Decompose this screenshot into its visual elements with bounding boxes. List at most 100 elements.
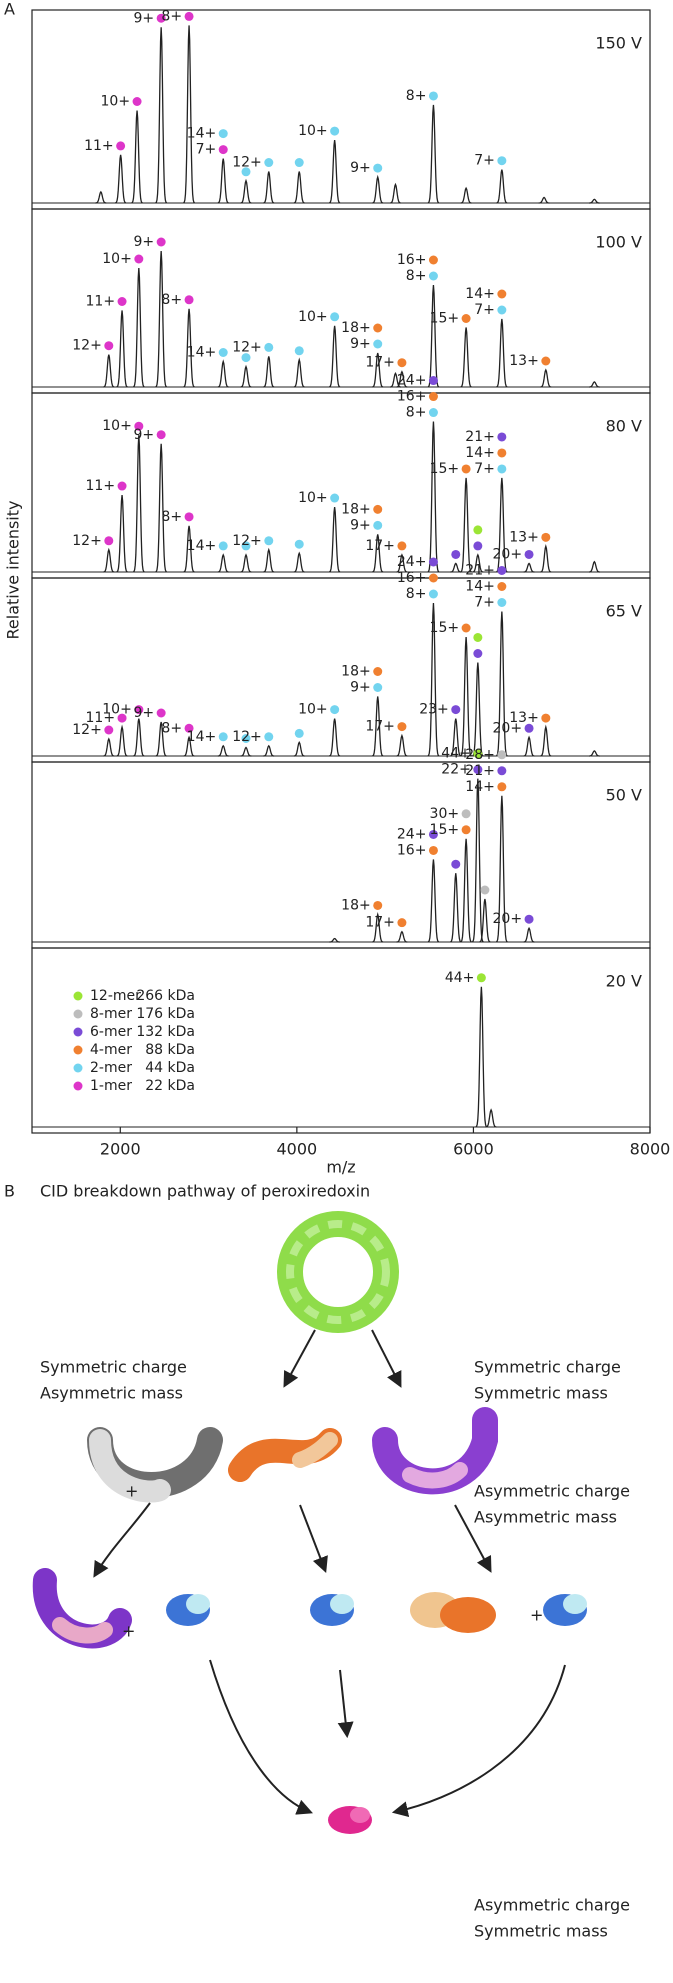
legend-name: 6-mer bbox=[90, 1024, 132, 1040]
species-marker bbox=[373, 504, 383, 514]
legend-mass: 88 kDa bbox=[145, 1042, 195, 1058]
peak bbox=[329, 937, 341, 943]
species-marker bbox=[294, 728, 304, 738]
species-marker bbox=[116, 141, 126, 151]
charge-label: 20+ bbox=[493, 720, 523, 736]
panel-frame bbox=[31, 9, 651, 210]
charge-label: 9+ bbox=[134, 234, 155, 250]
species-marker bbox=[428, 829, 438, 839]
legend-mass: 266 kDa bbox=[136, 988, 195, 1004]
peak bbox=[329, 140, 341, 204]
charge-label: 14+ bbox=[465, 445, 495, 461]
peak bbox=[103, 737, 115, 757]
panel-label: A bbox=[4, 0, 15, 19]
peak bbox=[389, 182, 401, 204]
peak bbox=[538, 196, 550, 204]
species-marker bbox=[524, 914, 534, 924]
species-marker bbox=[497, 289, 507, 299]
species-marker bbox=[330, 126, 340, 136]
peak bbox=[427, 104, 440, 204]
species-marker bbox=[373, 900, 383, 910]
peak bbox=[479, 898, 491, 943]
peak bbox=[588, 750, 600, 757]
species-marker bbox=[184, 512, 194, 522]
peak bbox=[472, 662, 484, 757]
species-marker bbox=[461, 623, 471, 633]
charge-label: 13+ bbox=[509, 710, 539, 726]
charge-label: 13+ bbox=[509, 529, 539, 545]
peak bbox=[240, 553, 252, 573]
peak bbox=[460, 327, 472, 388]
peak bbox=[523, 735, 535, 757]
peak bbox=[116, 494, 128, 573]
charge-label: 7+ bbox=[474, 595, 495, 611]
charge-label: 10+ bbox=[298, 490, 328, 506]
species-marker bbox=[428, 408, 438, 418]
charge-label: 12+ bbox=[72, 722, 102, 738]
peak bbox=[460, 636, 472, 757]
charge-label: 18+ bbox=[341, 501, 371, 517]
panel-frame bbox=[31, 761, 651, 949]
species-marker bbox=[156, 708, 166, 718]
species-marker bbox=[218, 732, 228, 742]
species-marker bbox=[156, 237, 166, 247]
species-marker bbox=[473, 633, 483, 642]
species-marker bbox=[294, 158, 304, 168]
species-marker bbox=[428, 91, 438, 101]
species-marker bbox=[184, 11, 194, 21]
species-marker bbox=[241, 167, 251, 177]
species-marker bbox=[541, 713, 551, 723]
species-marker bbox=[476, 973, 486, 983]
peak bbox=[155, 27, 168, 204]
peak bbox=[240, 364, 252, 388]
peak bbox=[263, 171, 275, 204]
arrow bbox=[299, 1504, 328, 1573]
peak bbox=[427, 284, 440, 388]
species-marker bbox=[104, 725, 114, 735]
charge-label: 18+ bbox=[341, 320, 371, 336]
voltage-label: 65 V bbox=[606, 602, 642, 621]
arrow bbox=[283, 1329, 316, 1388]
peak bbox=[372, 352, 384, 388]
charge-label: 30+ bbox=[430, 806, 460, 822]
peak bbox=[133, 267, 145, 388]
orange-fragment bbox=[228, 1428, 342, 1482]
charge-label: 11+ bbox=[86, 710, 116, 726]
charge-label: 24+ bbox=[397, 826, 427, 842]
diagram-title: CID breakdown pathway of peroxiredoxin bbox=[40, 1182, 370, 1201]
peak bbox=[116, 310, 128, 388]
charge-label: 20+ bbox=[493, 546, 523, 562]
species-marker bbox=[473, 749, 483, 759]
charge-label: 12+ bbox=[232, 729, 262, 745]
peak bbox=[427, 859, 440, 943]
charge-label: 8+ bbox=[406, 405, 427, 421]
charge-label: 9+ bbox=[134, 427, 155, 443]
charge-label: 17+ bbox=[365, 538, 395, 554]
peak bbox=[240, 746, 252, 757]
peak bbox=[396, 733, 408, 757]
peak bbox=[217, 359, 229, 388]
species-marker bbox=[241, 541, 251, 551]
charge-label: 18+ bbox=[341, 897, 371, 913]
species-marker bbox=[497, 750, 507, 760]
species-marker bbox=[497, 782, 507, 792]
species-marker bbox=[104, 341, 114, 351]
peak bbox=[155, 443, 167, 573]
peak bbox=[372, 534, 384, 573]
species-marker bbox=[373, 163, 383, 173]
species-marker bbox=[218, 348, 228, 357]
pathway-text: Asymmetric mass bbox=[474, 1508, 617, 1527]
charge-label: 15+ bbox=[430, 461, 460, 477]
charge-label: 9+ bbox=[350, 517, 371, 533]
charge-label: 12+ bbox=[72, 338, 102, 354]
charge-label: 12+ bbox=[232, 339, 262, 355]
species-marker bbox=[497, 582, 507, 591]
charge-label: 16+ bbox=[397, 389, 427, 405]
legend-name: 2-mer bbox=[90, 1060, 132, 1076]
peak bbox=[588, 560, 600, 573]
peak bbox=[588, 381, 600, 388]
charge-label: 11+ bbox=[86, 294, 116, 310]
species-marker bbox=[524, 549, 534, 559]
species-marker bbox=[497, 598, 507, 607]
peak bbox=[263, 356, 275, 388]
